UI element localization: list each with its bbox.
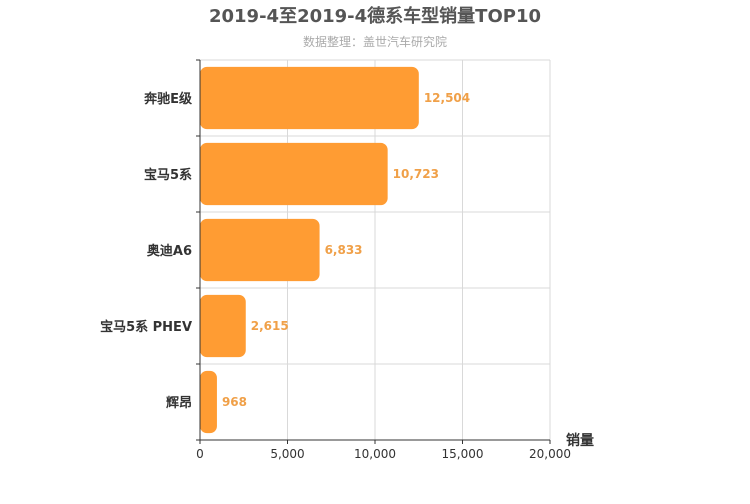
bar-1 [200, 142, 388, 206]
chart-title: 2019-4至2019-4德系车型销量TOP10 [209, 5, 541, 27]
bar-4 [200, 370, 217, 434]
x-tick-label-2: 10,000 [354, 447, 396, 461]
category-label-1: 宝马5系 [144, 167, 192, 183]
bar-0 [200, 66, 419, 130]
x-tick-label-3: 15,000 [442, 447, 484, 461]
x-tick-label-0: 0 [196, 447, 204, 461]
value-label-1: 10,723 [393, 167, 439, 181]
value-label-4: 968 [222, 395, 247, 409]
value-label-2: 6,833 [325, 243, 363, 257]
labels: 12,504 奔驰E级 10,723 宝马5系 6,833 奥迪A6 2,615 宝马5系 P… [100, 91, 571, 461]
category-label-0: 奔驰E级 [143, 91, 193, 107]
chart-subtitle: 数据整理：盖世汽车研究院 [303, 34, 447, 49]
category-label-3: 宝马5系 PHEV [100, 319, 192, 335]
x-tick-label-1: 5,000 [270, 447, 304, 461]
category-label-4: 辉昂 [166, 395, 192, 411]
bar-2 [200, 218, 320, 282]
bar-3 [200, 294, 246, 358]
value-label-0: 12,504 [424, 91, 470, 105]
axes [196, 59, 551, 444]
category-label-2: 奥迪A6 [147, 243, 192, 259]
x-tick-label-4: 20,000 [529, 447, 571, 461]
value-label-3: 2,615 [251, 319, 289, 333]
x-axis-title: 销量 [566, 432, 594, 449]
bars [200, 66, 419, 434]
